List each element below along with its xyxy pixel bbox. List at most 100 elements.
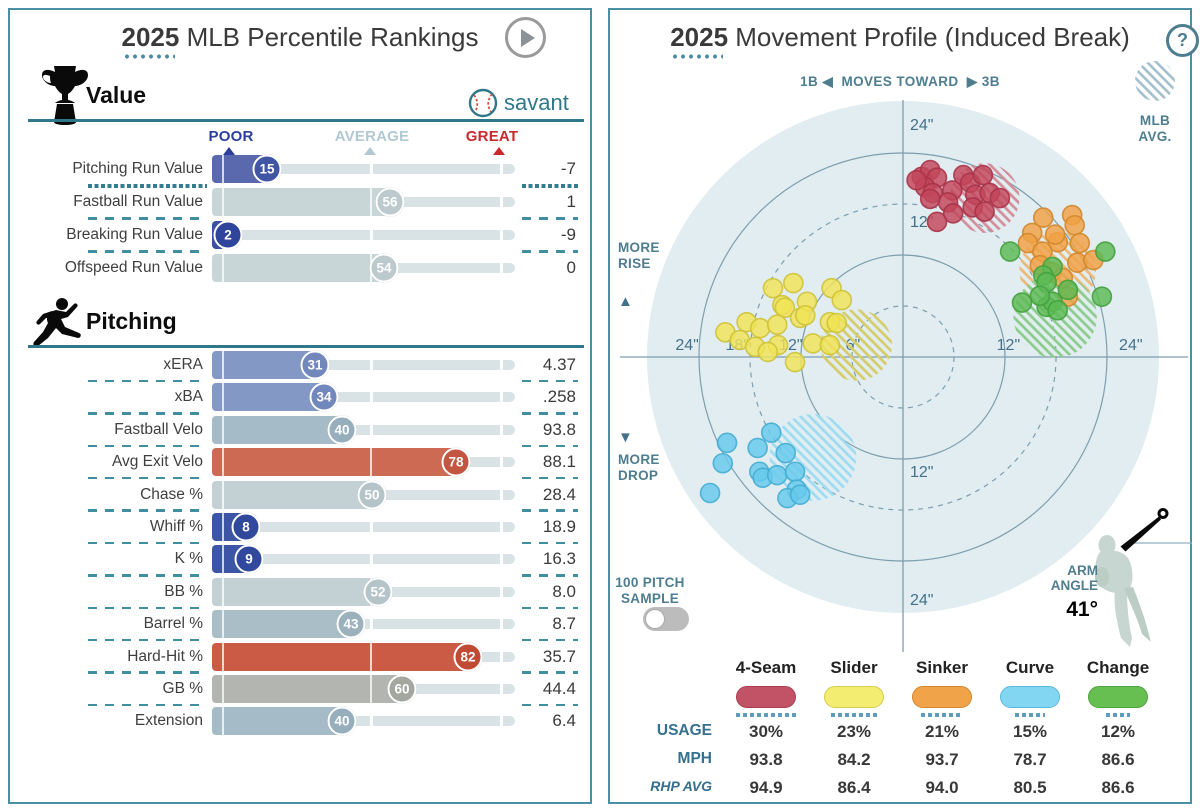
more-drop-label: ▼ MORE DROP bbox=[618, 429, 660, 484]
usage-underline bbox=[921, 713, 963, 717]
percentile-badge: 40 bbox=[327, 415, 357, 445]
pitch-point-change bbox=[1011, 292, 1033, 313]
pitch-point-4-seam bbox=[919, 188, 941, 210]
season-year: 2025 bbox=[122, 22, 179, 59]
row-value: 18.9 bbox=[542, 517, 576, 536]
fill-divider bbox=[370, 642, 372, 671]
pitch-point-slider bbox=[802, 333, 824, 354]
arm-angle-indicator-tip bbox=[1157, 508, 1169, 519]
row-separator bbox=[522, 217, 578, 220]
percentile-bar-track bbox=[212, 360, 515, 370]
pitch-point-curve bbox=[775, 442, 796, 464]
row-separator bbox=[88, 638, 207, 642]
row-label: Barrel % bbox=[143, 615, 203, 633]
year-dots bbox=[122, 54, 175, 59]
pitch-point-slider bbox=[766, 314, 788, 335]
row-value: 4.37 bbox=[542, 355, 576, 374]
percentile-badge: 9 bbox=[234, 544, 264, 574]
pitch-color-pill[interactable] bbox=[1088, 686, 1148, 708]
pitch-point-4-seam bbox=[942, 203, 964, 224]
fill-divider bbox=[222, 610, 224, 639]
row-separator bbox=[522, 703, 578, 707]
pitch-name[interactable]: 4-Seam bbox=[735, 658, 797, 677]
percentile-bar-fill bbox=[212, 610, 351, 639]
row-value: 8.7 bbox=[552, 614, 576, 634]
percentile-bar-fill bbox=[212, 254, 384, 282]
pitch-name[interactable]: Curve bbox=[1005, 658, 1055, 677]
rise-triangle-icon: ▲ bbox=[618, 293, 634, 310]
pitch-point-slider bbox=[774, 297, 796, 318]
row-separator bbox=[88, 509, 207, 512]
percentile-badge: 2 bbox=[213, 220, 243, 250]
percentile-bar-track bbox=[212, 522, 515, 532]
row-separator bbox=[522, 250, 578, 253]
row-value: 44.4 bbox=[542, 679, 576, 698]
row-value: 88.1 bbox=[542, 452, 576, 472]
pitching-section-title: Pitching bbox=[86, 308, 177, 334]
percentile-bar-track bbox=[212, 164, 515, 174]
track-gap bbox=[500, 554, 503, 565]
pitch-point-slider bbox=[762, 277, 784, 299]
row-separator bbox=[88, 184, 207, 188]
usage-underline bbox=[736, 713, 796, 717]
right-panel-title: 2025 Movement Profile (Induced Break) bbox=[610, 22, 1190, 59]
pitch-color-pill[interactable] bbox=[912, 686, 972, 708]
pitch-name[interactable]: Change bbox=[1086, 658, 1150, 677]
percentile-bar-track bbox=[212, 230, 515, 240]
pitch-point-slider bbox=[783, 272, 804, 294]
row-value: 1 bbox=[566, 192, 576, 211]
pitch-color-pill[interactable] bbox=[1000, 686, 1060, 708]
percentile-bar-track bbox=[212, 392, 515, 403]
table-row-label: RHP AVG bbox=[650, 778, 712, 794]
pitch-point-4-seam bbox=[926, 211, 948, 233]
track-gap bbox=[500, 230, 503, 240]
pitch-name[interactable]: Slider bbox=[830, 658, 878, 677]
row-value: 8.0 bbox=[552, 581, 576, 601]
track-gap bbox=[500, 586, 503, 597]
pitch-point-4-seam bbox=[906, 169, 927, 191]
percentile-badge: 60 bbox=[387, 674, 417, 704]
pitch-point-slider bbox=[784, 351, 806, 373]
more-rise-label: MORE RISE ▲ bbox=[618, 240, 660, 310]
play-animation-button[interactable] bbox=[505, 17, 546, 58]
table-row-label: MPH bbox=[677, 750, 712, 767]
pitch-sample-toggle[interactable] bbox=[643, 607, 689, 631]
percentile-bar-track bbox=[212, 424, 515, 435]
percentile-bar-track bbox=[212, 554, 515, 565]
arrow-right-icon: ▶ bbox=[966, 74, 978, 89]
fill-divider bbox=[222, 675, 224, 703]
percentile-badge: 56 bbox=[375, 187, 405, 217]
mph-value: 93.7 bbox=[925, 750, 959, 769]
fill-divider bbox=[222, 513, 224, 541]
row-value: 35.7 bbox=[542, 646, 576, 666]
rhp-avg-value: 86.6 bbox=[1101, 778, 1135, 797]
row-label: Chase % bbox=[140, 485, 203, 503]
help-button[interactable]: ? bbox=[1166, 24, 1199, 57]
row-separator bbox=[88, 379, 207, 383]
pitch-name[interactable]: Sinker bbox=[916, 658, 968, 677]
fill-divider bbox=[222, 383, 224, 412]
h-axis-label: 24" bbox=[1119, 337, 1142, 354]
percentile-badge: 54 bbox=[369, 253, 399, 283]
table-row-label: USAGE bbox=[656, 722, 712, 739]
row-separator bbox=[88, 217, 207, 220]
scale-average-label: AVERAGE bbox=[334, 128, 410, 145]
savant-brand: savant bbox=[468, 88, 569, 118]
scale-great-label: GREAT bbox=[465, 128, 519, 145]
row-separator bbox=[88, 606, 207, 609]
fill-divider bbox=[222, 351, 224, 379]
pitch-point-change bbox=[1091, 286, 1113, 307]
pitch-color-pill[interactable] bbox=[824, 686, 884, 708]
pitch-point-curve bbox=[747, 437, 768, 459]
right-title-text: Movement Profile (Induced Break) bbox=[728, 22, 1130, 52]
poor-marker-icon bbox=[223, 147, 235, 155]
pitch-color-pill[interactable] bbox=[736, 686, 796, 708]
pitcher-silhouette bbox=[1095, 535, 1151, 647]
track-gap bbox=[500, 164, 503, 174]
arm-angle-indicator bbox=[1120, 516, 1161, 552]
fill-divider bbox=[222, 415, 224, 444]
row-separator bbox=[522, 476, 578, 480]
savant-wordmark: savant bbox=[504, 90, 569, 115]
percentile-bar-fill bbox=[212, 642, 468, 671]
percentile-bar-fill bbox=[212, 480, 372, 509]
